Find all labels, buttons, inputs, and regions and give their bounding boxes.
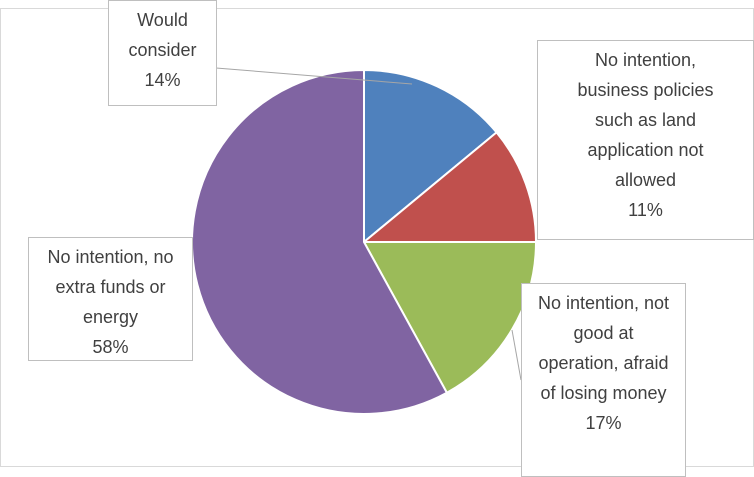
pie-slice <box>362 241 538 395</box>
pie-slice <box>363 68 498 245</box>
leader-line <box>511 329 522 381</box>
data-label: No intention, no extra funds or energy 58… <box>28 237 193 361</box>
category-label: No intention, no extra funds or energy <box>47 247 174 327</box>
data-label: No intention, not good at operation, afr… <box>521 283 686 477</box>
category-label: No intention, not good at operation, afr… <box>537 293 670 403</box>
pie-slice <box>191 68 449 415</box>
value-label: 17% <box>585 413 622 433</box>
value-label: 58% <box>92 337 129 357</box>
category-label: No intention, business policies such as … <box>577 50 714 190</box>
data-label: No intention, business policies such as … <box>537 40 754 240</box>
data-label: Would consider 14% <box>108 0 217 106</box>
leader-line <box>215 67 413 85</box>
category-label: Would consider <box>128 10 197 60</box>
value-label: 14% <box>144 70 181 90</box>
value-label: 11% <box>628 200 663 220</box>
pie-slice <box>361 130 538 243</box>
